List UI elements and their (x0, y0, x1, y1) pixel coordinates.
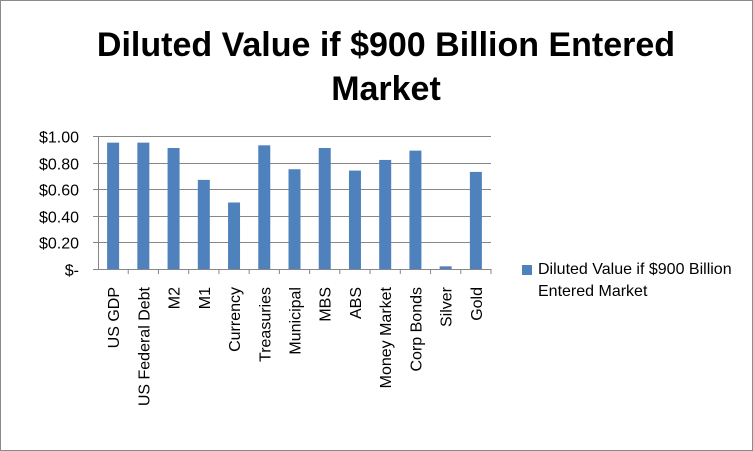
x-tick-label: MBS (318, 287, 335, 322)
x-tick-label: Corp Bonds (408, 287, 425, 372)
bar (348, 170, 361, 269)
x-tick-label: Treasuries (257, 287, 274, 362)
x-tick-label: Currency (227, 287, 244, 352)
bar (439, 266, 452, 269)
y-tick-label: $1.00 (39, 130, 79, 147)
legend-swatch (522, 265, 532, 275)
x-tick-label: Municipal (288, 287, 305, 355)
chart-title: Diluted Value if $900 Billion Entered Ma… (96, 26, 676, 108)
y-tick-label: $- (65, 263, 79, 280)
x-tick-label: M1 (197, 287, 214, 309)
bar (318, 147, 331, 269)
y-tick-label: $0.20 (39, 236, 79, 253)
y-tick-label: $0.80 (39, 157, 79, 174)
bar (228, 202, 241, 269)
bar (137, 142, 150, 269)
x-tick-label: ABS (348, 287, 365, 319)
bar (409, 150, 422, 269)
bar (379, 159, 392, 269)
legend: Diluted Value if $900 Billion Entered Ma… (522, 259, 752, 303)
x-tick-label: US GDP (106, 287, 123, 348)
x-tick-label: M2 (167, 287, 184, 309)
x-tick-label: Silver (439, 286, 456, 327)
x-tick-label: Gold (469, 287, 486, 321)
x-tick-label: Money Market (378, 286, 395, 388)
bar (288, 169, 301, 269)
y-tick-label: $0.60 (39, 183, 79, 200)
bar (197, 179, 210, 269)
x-tick-label: US Federal Debt (136, 286, 153, 406)
legend-label: Diluted Value if $900 Billion Entered Ma… (538, 261, 732, 300)
bar (258, 145, 271, 269)
bar (469, 171, 482, 269)
y-tick-label: $0.40 (39, 210, 79, 227)
bar (107, 142, 120, 269)
bar (167, 147, 180, 269)
